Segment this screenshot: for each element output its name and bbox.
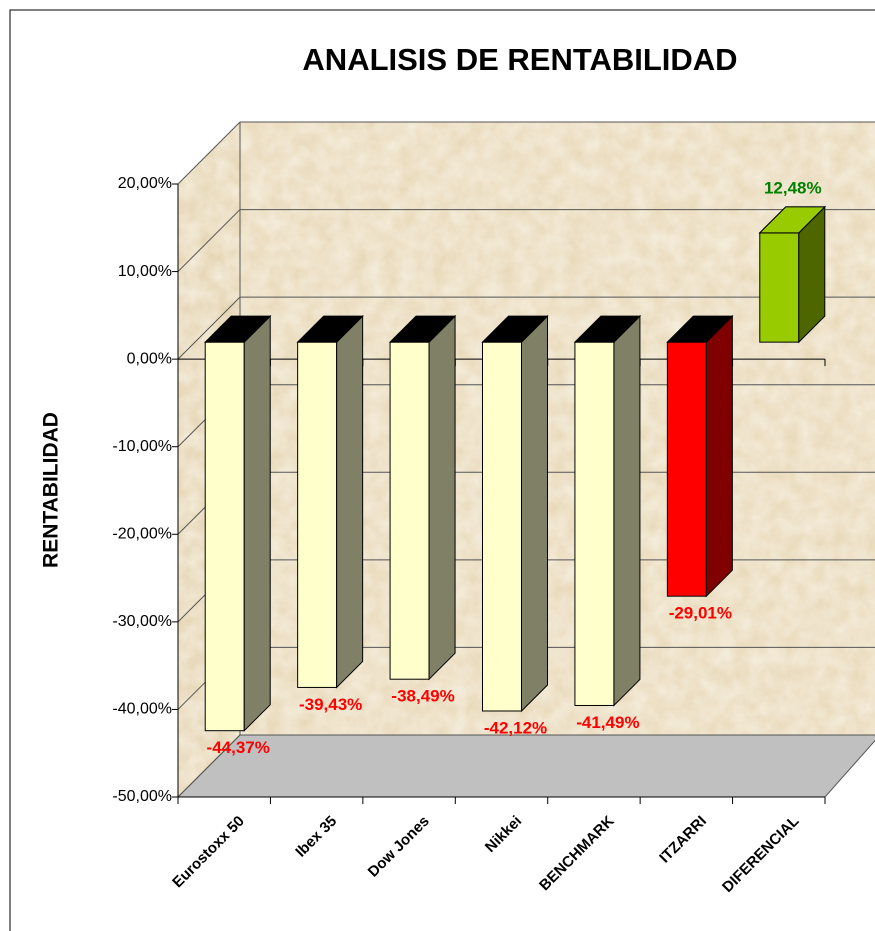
bar-side [428, 314, 456, 681]
bar-top [573, 315, 642, 343]
value-label: 12,48% [764, 178, 822, 197]
value-label: -29,01% [669, 604, 732, 623]
bar-side [613, 314, 641, 707]
bar-top [481, 315, 549, 343]
grid-line [177, 209, 241, 272]
bar-front [482, 341, 522, 712]
bar-front [389, 341, 430, 680]
bar-front [204, 341, 245, 732]
bar-side [336, 314, 364, 689]
bar-top [204, 315, 272, 343]
grid-line [177, 121, 241, 185]
y-tick-label: 10,00% [118, 263, 172, 280]
floor [176, 734, 875, 798]
grid-line [177, 296, 241, 360]
y-tick-label: 0,00% [127, 350, 172, 367]
value-label: -44,37% [207, 738, 270, 757]
y-tick-label: -50,00% [112, 788, 172, 805]
y-tick-label: -10,00% [112, 438, 172, 455]
grid-line [177, 734, 241, 798]
bar-front [666, 341, 707, 597]
y-axis-label: RENTABILIDAD [40, 412, 63, 568]
bar-front [297, 341, 338, 688]
value-label: -42,12% [484, 718, 547, 737]
bar-front [574, 341, 615, 706]
bar-top [296, 315, 364, 343]
bar-front [759, 232, 800, 343]
bar-side [705, 314, 733, 598]
bar-top [388, 315, 457, 343]
chart-title: ANALISIS DE RENTABILIDAD [302, 42, 737, 77]
y-tick-label: -40,00% [112, 701, 172, 718]
y-tick-label: -30,00% [112, 613, 172, 630]
bar-top [758, 206, 826, 234]
bar-side [243, 314, 271, 732]
value-label: -41,49% [576, 713, 639, 732]
y-tick-label: -20,00% [112, 526, 172, 543]
y-tick-label: 20,00% [118, 175, 172, 192]
bar-top [666, 315, 734, 343]
value-label: -39,43% [299, 695, 362, 714]
value-label: -38,49% [391, 687, 454, 706]
bar-side [521, 314, 548, 713]
